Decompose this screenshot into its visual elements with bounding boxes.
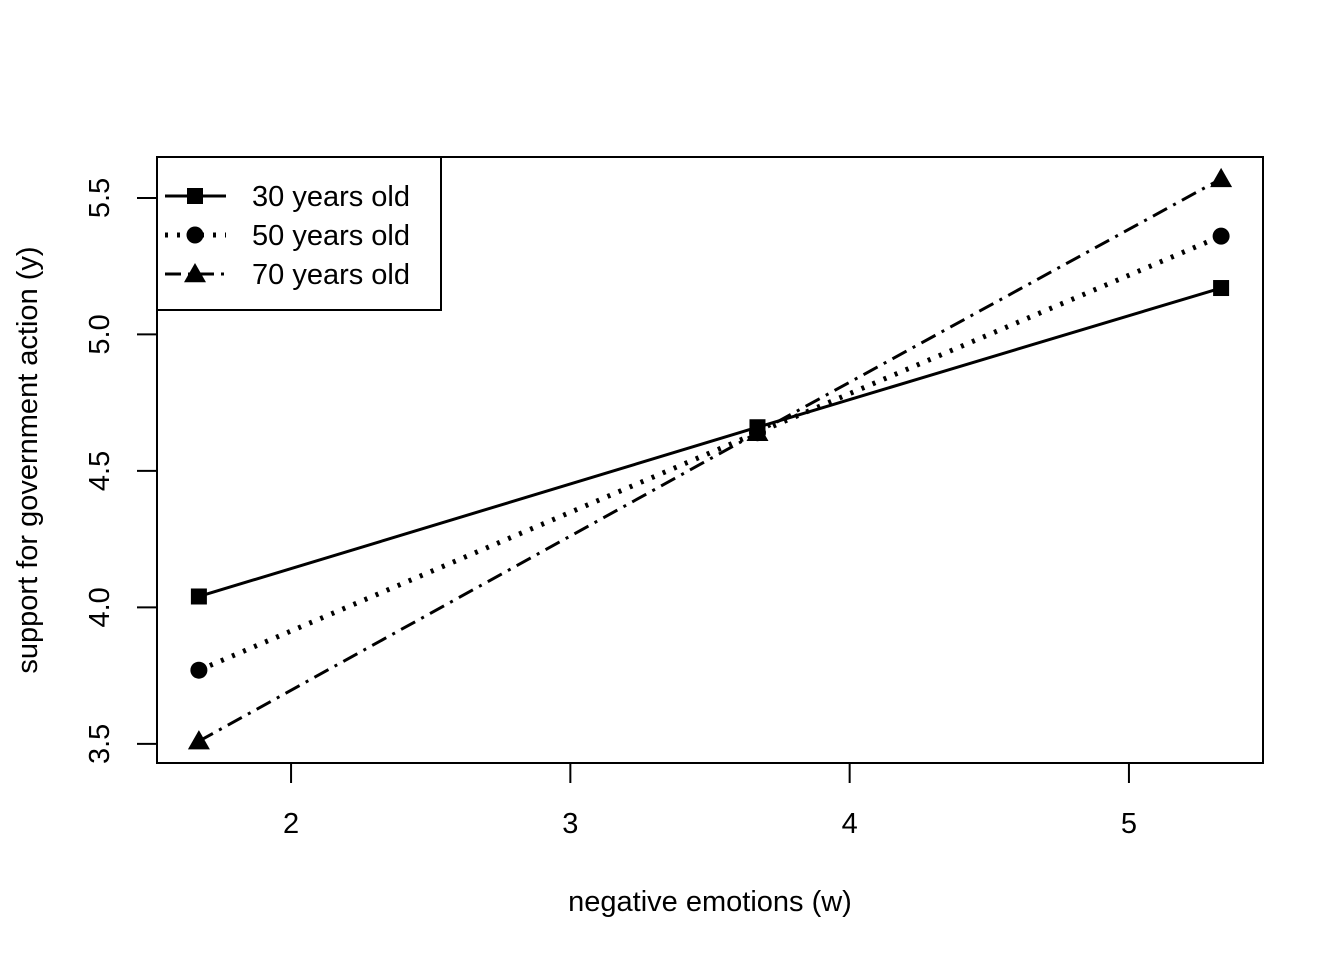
legend-marker [184, 263, 206, 283]
legend-items: 30 years old 50 years old 70 years old [165, 181, 410, 291]
y-axis-label: support for government action (y) [12, 246, 44, 673]
data-point [190, 588, 207, 605]
legend-box [156, 156, 442, 311]
legend-marker [187, 188, 203, 204]
legend-label: 70 years old [252, 259, 410, 291]
legend-marker [186, 226, 204, 244]
x-tick-label: 5 [1121, 808, 1137, 840]
y-tick-label: 5.5 [84, 178, 116, 218]
y-tick-label: 4.0 [84, 587, 116, 627]
legend-label: 50 years old [252, 220, 410, 252]
data-point [190, 661, 208, 679]
legend-item: 50 years old [165, 220, 410, 252]
data-point [187, 730, 210, 750]
x-axis-label: negative emotions (w) [568, 886, 852, 918]
legend-item: 70 years old [165, 259, 410, 291]
data-point [1212, 227, 1230, 245]
legend-item: 30 years old [165, 181, 410, 213]
legend: 30 years old 50 years old 70 years old [156, 156, 442, 311]
x-axis: 2 3 4 5 [283, 762, 1137, 840]
series-1 [190, 280, 1230, 605]
x-tick-label: 3 [562, 808, 578, 840]
y-tick-label: 3.5 [84, 724, 116, 764]
y-axis: 3.5 4.0 4.5 5.0 5.5 [84, 178, 158, 764]
x-tick-label: 2 [283, 808, 299, 840]
data-point [746, 421, 769, 441]
series-layer [187, 167, 1233, 750]
series-3 [187, 167, 1233, 750]
data-point [1213, 280, 1230, 297]
series-line-1 [198, 286, 1222, 598]
x-tick-label: 4 [842, 808, 858, 840]
y-tick-label: 5.0 [84, 314, 116, 354]
legend-label: 30 years old [252, 181, 410, 213]
y-tick-label: 4.5 [84, 451, 116, 491]
data-point [1210, 167, 1233, 188]
